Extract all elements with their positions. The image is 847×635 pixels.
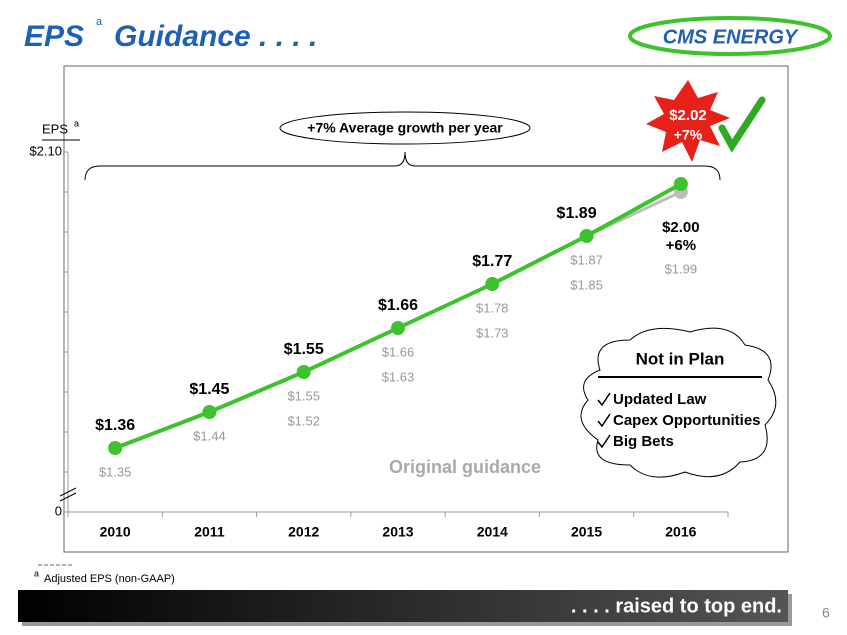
logo-swoosh [628,16,832,56]
axis-break [59,487,77,497]
alt-growth: +6% [666,237,696,254]
value-label: $1.36 [95,417,135,434]
value-label: $1.66 [378,297,418,314]
logo: CMS ENERGY [663,26,799,48]
brace [84,151,721,181]
series-point [108,441,123,455]
x-tick-label: 2013 [382,524,413,540]
title: EPS [24,20,84,53]
y-label: EPS [42,121,68,136]
original-guidance: $1.85 [570,277,603,292]
page-number: 6 [822,605,830,621]
alt-label: $2.00 [662,219,700,236]
top-label: $2.02 [669,107,707,124]
x-tick-label: 2010 [100,524,131,540]
series-point [202,405,217,419]
x-tick-label: 2014 [477,524,508,540]
original-guidance: $1.73 [476,325,509,340]
banner-text: . . . . raised to top end. [571,595,782,617]
check-mark [597,413,611,428]
y-tick-label: 0 [55,503,62,518]
value-label: $1.55 [284,341,324,358]
original-guidance: $1.87 [570,252,603,267]
footnote-mark: a [34,568,39,578]
axis-break [59,492,77,502]
series-point [579,229,594,243]
original-guidance: $1.78 [476,300,509,315]
original-guidance: $1.35 [99,464,132,479]
y-tick-label: $2.10 [29,143,62,158]
top-growth: +7% [674,127,703,143]
original-guidance: $1.52 [287,413,320,428]
series-point [485,277,500,291]
value-label: $1.77 [472,253,512,270]
footnote-text: Adjusted EPS (non-GAAP) [44,573,175,585]
series-point [296,365,311,379]
series-point [391,321,405,335]
title-rest: Guidance . . . . [114,20,317,53]
original-guidance: $1.66 [382,344,415,359]
callout-title: Not in Plan [636,349,725,368]
original-guidance: $1.55 [287,388,320,403]
series-point [673,177,688,191]
check-mark [597,392,611,407]
original-label: Original guidance [389,457,541,477]
x-tick-label: 2016 [665,524,696,540]
check-mark [597,434,611,449]
original-guidance: $1.44 [193,428,226,443]
title-note: a [96,16,103,28]
value-label: $1.45 [189,381,229,398]
callout-item: Updated Law [613,391,707,408]
callout-item: Capex Opportunities [613,412,761,429]
x-tick-label: 2015 [571,524,602,540]
value-label: $1.89 [557,205,597,222]
original-guidance: $1.63 [382,369,415,384]
banner [18,590,788,622]
starburst [646,80,730,162]
callout-cloud [580,327,777,478]
growth-bubble [279,111,531,145]
x-tick-label: 2012 [288,524,319,540]
check-icon [718,96,766,153]
x-tick-label: 2011 [194,524,225,540]
y-label-note: a [74,118,79,128]
original-guidance: $1.99 [665,261,698,276]
growth-label: +7% Average growth per year [307,120,503,136]
callout-item: Big Bets [613,433,674,450]
